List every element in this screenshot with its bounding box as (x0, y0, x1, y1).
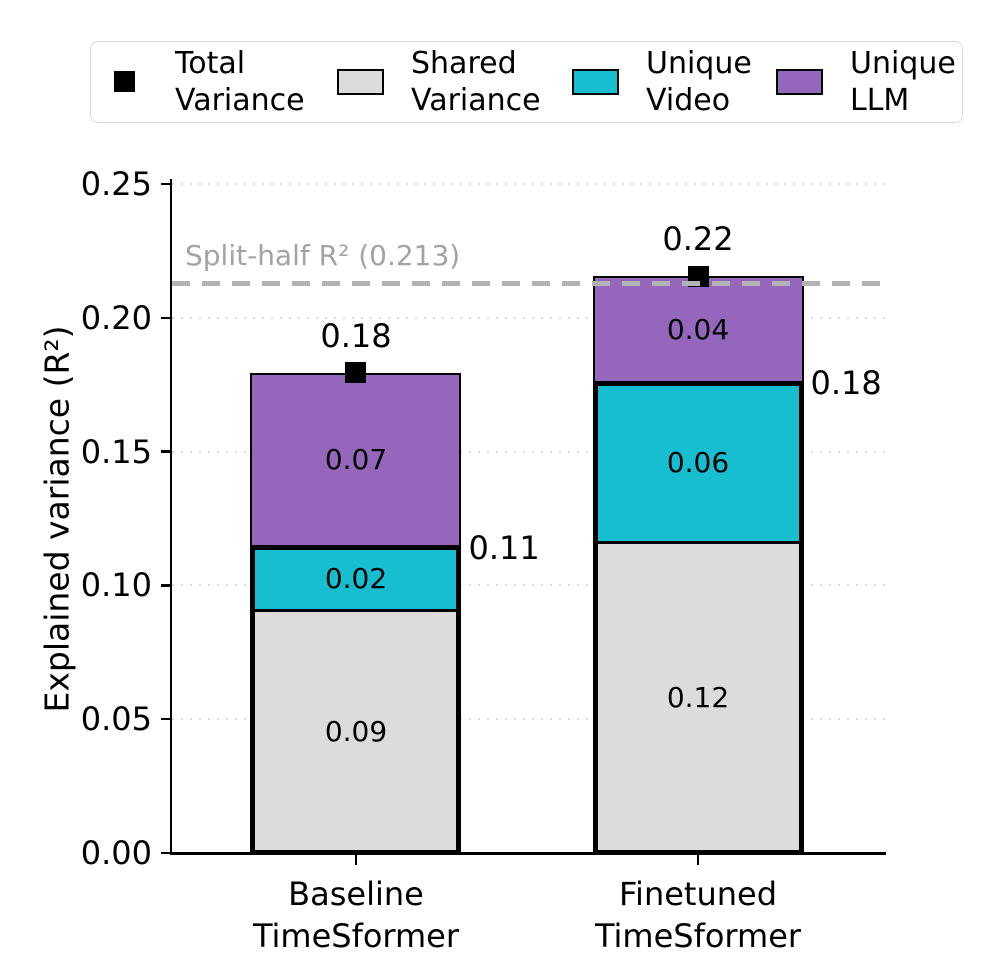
legend-swatch-box (776, 68, 823, 95)
y-tick-label: 0.10 (80, 566, 152, 605)
y-tick-label: 0.20 (80, 298, 152, 337)
y-axis-title: Explained variance (R²) (37, 324, 77, 713)
x-category-label-line: Baseline (288, 875, 424, 913)
segment-value-label: 0.06 (666, 445, 730, 479)
legend-label-line: Variance (411, 82, 541, 118)
legend: Total Variance Shared Variance Unique Video Un… (90, 41, 963, 123)
x-category-label: Baseline TimeSformer (156, 873, 556, 957)
total-variance-marker-icon (114, 71, 135, 92)
legend-item: Unique Video (572, 42, 752, 121)
legend-label: Unique LLM (850, 45, 956, 119)
x-category-label-line: TimeSformer (594, 917, 802, 955)
segment-divider (254, 609, 458, 613)
gridline (172, 316, 886, 319)
gridline (172, 718, 886, 721)
segment-value-label: 0.12 (666, 680, 730, 714)
total-value-label: 0.18 (320, 316, 392, 355)
segment-video (592, 383, 804, 543)
legend-label: Total Variance (175, 45, 305, 119)
x-tick (696, 853, 700, 865)
y-tick (161, 182, 172, 186)
x-category-label-line: Finetuned (618, 875, 778, 913)
gridline (172, 450, 886, 453)
y-axis-spine (169, 179, 172, 855)
gridline (172, 183, 886, 185)
legend-swatch-box (572, 68, 619, 95)
legend-swatch-shared-variance (337, 68, 384, 95)
legend-item: Shared Variance (337, 42, 541, 121)
legend-swatch-unique-video (572, 68, 619, 95)
total-variance-marker (345, 362, 367, 384)
segment-llm (592, 276, 804, 384)
split-half-reference-line (172, 280, 886, 286)
segment-shared (592, 542, 804, 853)
legend-label-line: Variance (175, 82, 305, 118)
segment-value-label: 0.04 (666, 312, 730, 346)
split-half-label: Split-half R² (0.213) (185, 239, 461, 272)
segment-value-label: 0.02 (324, 562, 388, 596)
legend-swatch-unique-llm (776, 68, 823, 95)
x-axis-spine (172, 851, 886, 855)
legend-label-line: Unique (646, 45, 752, 81)
total-value-label: 0.22 (662, 220, 734, 259)
video-subtotal-label: 0.11 (468, 528, 540, 567)
segment-video (250, 547, 462, 611)
x-category-label: Finetuned TimeSformer (498, 873, 898, 957)
x-category-label-line: TimeSformer (252, 917, 460, 955)
y-tick-label: 0.05 (80, 700, 152, 739)
legend-label: Unique Video (646, 45, 752, 119)
y-tick-label: 0.00 (80, 834, 152, 872)
legend-label: Shared Variance (411, 45, 541, 119)
y-tick-label: 0.25 (80, 165, 152, 203)
x-tick (354, 853, 358, 865)
legend-label-line: Video (646, 82, 731, 118)
video-subtotal-label: 0.18 (810, 364, 882, 403)
legend-item: Unique LLM (776, 42, 956, 121)
legend-swatch-box (337, 68, 384, 95)
y-tick (161, 717, 172, 721)
segment-value-label: 0.09 (324, 714, 388, 748)
y-tick (161, 584, 172, 587)
legend-label-line: LLM (850, 82, 910, 118)
gridline (172, 584, 886, 587)
y-tick (161, 316, 172, 320)
y-tick-label: 0.15 (80, 432, 152, 471)
segment-value-label: 0.07 (324, 443, 388, 477)
segment-divider (596, 541, 800, 545)
segment-shared (250, 610, 462, 853)
total-variance-marker-icon-box (101, 71, 148, 92)
legend-label-line: Unique (850, 45, 956, 81)
y-tick (161, 851, 172, 855)
legend-label-line: Total (175, 45, 246, 81)
legend-label-line: Shared (411, 45, 517, 81)
y-tick (161, 450, 172, 453)
legend-item: Total Variance (101, 42, 305, 121)
